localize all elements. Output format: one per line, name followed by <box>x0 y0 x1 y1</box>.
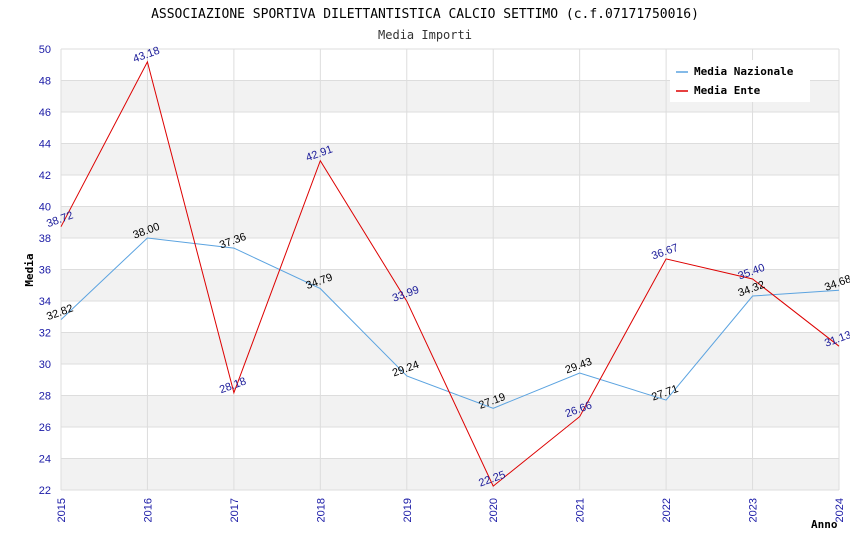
legend-label-media-ente: Media Ente <box>694 84 761 97</box>
y-tick-label: 30 <box>39 359 51 371</box>
y-tick-label: 42 <box>39 170 51 182</box>
y-tick-label: 36 <box>39 265 51 277</box>
y-tick-label: 26 <box>39 422 51 434</box>
x-tick-label: 2018 <box>315 498 327 522</box>
y-tick-label: 40 <box>39 202 51 214</box>
y-tick-label: 38 <box>39 233 51 245</box>
x-axis-ticks: 2015 2016 2017 2018 2019 2020 2021 2022 2023 2024 <box>56 498 846 522</box>
plot-band <box>61 427 839 459</box>
y-axis-label: Media <box>23 253 36 286</box>
series-layer <box>60 60 840 487</box>
y-tick-label: 22 <box>39 485 51 497</box>
x-tick-label: 2019 <box>402 498 414 522</box>
y-tick-label: 24 <box>39 454 51 466</box>
y-tick-label: 48 <box>39 76 51 88</box>
y-tick-label: 34 <box>39 296 51 308</box>
x-tick-label: 2023 <box>748 498 760 522</box>
plot-band <box>61 332 839 364</box>
y-tick-label: 44 <box>39 139 51 151</box>
legend-box <box>670 60 810 102</box>
plot-background <box>61 49 839 490</box>
x-axis-label: Anno <box>811 518 838 531</box>
plot-band <box>61 395 839 427</box>
y-tick-label: 32 <box>39 328 51 340</box>
y-tick-label: 50 <box>39 44 51 56</box>
x-tick-label: 2017 <box>229 498 241 522</box>
chart-subtitle: Media Importi <box>378 28 472 42</box>
plot-band <box>61 175 839 207</box>
plot-band <box>61 458 839 490</box>
legend: Media Nazionale Media Ente <box>670 60 810 102</box>
plot-band <box>61 206 839 238</box>
plot-band <box>61 364 839 396</box>
x-tick-label: 2024 <box>834 498 846 522</box>
legend-label-media-nazionale: Media Nazionale <box>694 65 794 78</box>
gridlines <box>60 48 840 491</box>
x-tick-label: 2016 <box>142 498 154 522</box>
plot-band <box>61 238 839 270</box>
y-tick-label: 28 <box>39 391 51 403</box>
plot-band <box>61 112 839 144</box>
x-tick-label: 2021 <box>575 498 587 522</box>
x-tick-label: 2020 <box>488 498 500 522</box>
x-tick-label: 2022 <box>661 498 673 522</box>
y-tick-label: 46 <box>39 107 51 119</box>
plot-band <box>61 143 839 175</box>
series-line-media-nazionale <box>60 237 840 409</box>
chart-title: ASSOCIAZIONE SPORTIVA DILETTANTISTICA CA… <box>151 7 699 22</box>
y-axis-ticks: 22 24 26 28 30 32 34 36 38 40 42 44 46 48 50 <box>39 44 51 497</box>
plot-band <box>61 269 839 301</box>
x-tick-label: 2015 <box>56 498 68 522</box>
series-line-media-ente <box>60 60 840 487</box>
plot-band <box>61 301 839 333</box>
